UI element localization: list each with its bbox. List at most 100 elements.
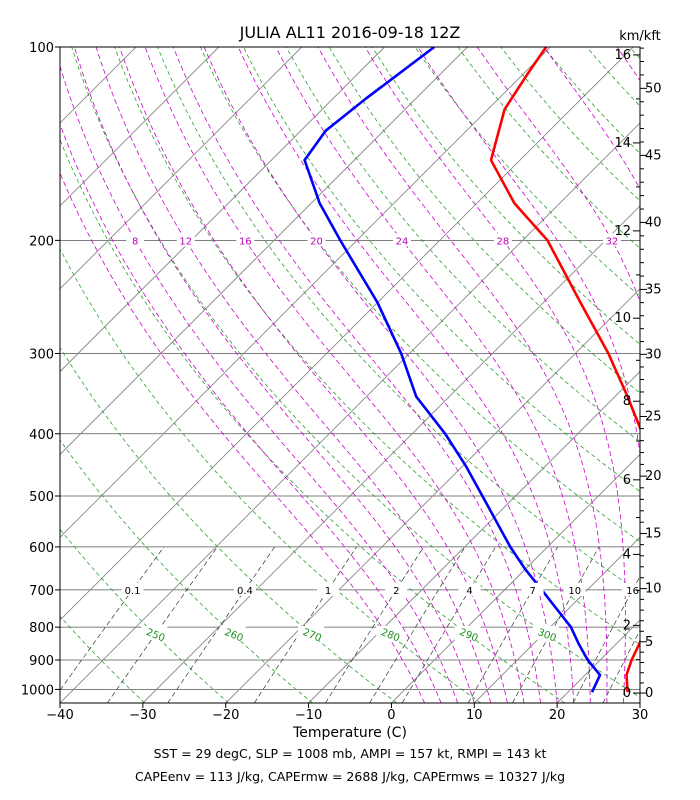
km-tick-label: 12 bbox=[614, 224, 631, 239]
dry-adiabat-line bbox=[60, 439, 313, 703]
moist-adiabat-line bbox=[95, 47, 492, 703]
pressure-tick-label: 300 bbox=[29, 347, 54, 362]
mixing-ratio-label: 1 bbox=[325, 586, 331, 597]
mixing-ratio-label: 7 bbox=[529, 586, 535, 597]
km-tick-label: 6 bbox=[623, 473, 631, 488]
km-tick-label: 14 bbox=[614, 136, 631, 151]
moist-adiabat-label: 28 bbox=[497, 236, 510, 247]
moist-adiabat-line bbox=[203, 47, 558, 703]
pressure-tick-label: 700 bbox=[29, 584, 54, 599]
km-tick-label: 16 bbox=[614, 48, 631, 63]
dry-adiabat-line bbox=[60, 615, 145, 703]
kft-tick-label: 20 bbox=[645, 469, 662, 484]
mixing-ratio-line bbox=[369, 546, 466, 703]
pressure-tick-label: 100 bbox=[29, 41, 54, 56]
km-tick-label: 2 bbox=[623, 618, 631, 633]
moist-adiabat-label-bg bbox=[236, 233, 255, 247]
kft-tick-label: 15 bbox=[645, 526, 662, 541]
pressure-tick-label: 500 bbox=[29, 490, 54, 505]
moist-adiabat-label-bg bbox=[393, 233, 412, 247]
plot-frame bbox=[59, 46, 641, 704]
mixing-ratio-label-bg bbox=[317, 582, 340, 596]
chart-title: JULIA AL11 2016-09-18 12Z bbox=[239, 23, 461, 42]
x-tick-label: 30 bbox=[632, 708, 649, 723]
moist-adiabat-label: 8 bbox=[132, 236, 138, 247]
dry-adiabat-line bbox=[586, 47, 640, 107]
pressure-axis-ticks: 100 200 300 400 500 600 700 800 900 1000 bbox=[21, 41, 60, 698]
footer-line-1: SST = 29 degC, SLP = 1008 mb, AMPI = 157… bbox=[154, 746, 547, 761]
pressure-tick-label: 400 bbox=[29, 428, 54, 443]
km-tick-label: 0 bbox=[623, 686, 631, 701]
isotherm-line bbox=[308, 370, 640, 703]
x-tick-label: −40 bbox=[46, 708, 73, 723]
kft-tick-label: 25 bbox=[645, 410, 662, 425]
dry-adiabat-label-bg bbox=[219, 626, 246, 641]
moist-adiabat-line bbox=[144, 47, 525, 703]
mixing-ratio-line bbox=[254, 546, 357, 703]
moist-adiabat-line bbox=[60, 172, 425, 703]
isotherm-line bbox=[391, 453, 640, 703]
kft-tick-label: 5 bbox=[645, 635, 653, 650]
mixing-ratio-line bbox=[325, 546, 424, 703]
x-tick-label: 10 bbox=[466, 708, 483, 723]
mixing-ratio-label: 2 bbox=[393, 586, 399, 597]
dewpoint-line bbox=[303, 47, 602, 693]
mixing-ratio-label: 16 bbox=[626, 586, 639, 597]
pressure-tick-label: 200 bbox=[29, 234, 54, 249]
dry-adiabat-line bbox=[60, 701, 61, 703]
mixing-ratio-label-bg bbox=[458, 582, 481, 596]
kft-tick-label: 35 bbox=[645, 282, 662, 297]
isotherm-line bbox=[60, 47, 551, 538]
dry-adiabat-label-bg bbox=[141, 626, 168, 641]
isotherm-line bbox=[60, 47, 385, 373]
x-axis-label: Temperature (C) bbox=[292, 725, 407, 741]
mixing-ratio-label-bg bbox=[621, 582, 644, 596]
mixing-ratio-label-bg bbox=[385, 582, 408, 596]
dry-adiabat-line bbox=[60, 528, 229, 703]
moist-adiabat-label: 32 bbox=[606, 236, 619, 247]
moist-adiabat-line bbox=[74, 47, 475, 703]
moist-adiabat-label: 24 bbox=[396, 236, 409, 247]
dry-adiabat-line bbox=[500, 47, 640, 202]
dry-adiabat-line bbox=[60, 346, 397, 703]
moist-adiabat-line bbox=[172, 47, 541, 703]
x-tick-label: 0 bbox=[387, 708, 395, 723]
pressure-tick-label: 800 bbox=[29, 621, 54, 636]
isotherm-line bbox=[60, 47, 634, 621]
kft-tick-label: 50 bbox=[645, 81, 662, 96]
km-tick-label: 10 bbox=[614, 311, 631, 326]
km-tick-label: 8 bbox=[623, 394, 631, 409]
isotherm-line bbox=[639, 702, 640, 703]
x-tick-label: 20 bbox=[549, 708, 566, 723]
mixing-ratio-label: 0.4 bbox=[237, 586, 253, 597]
temperature-line bbox=[489, 47, 640, 693]
dry-adiabat-label-bg bbox=[376, 626, 403, 641]
isobar-lines bbox=[60, 47, 640, 690]
dry-adiabat-label-bg bbox=[454, 626, 481, 641]
moist-adiabat-line bbox=[60, 64, 459, 703]
moist-adiabat-line bbox=[317, 47, 608, 703]
mixing-ratio-line bbox=[572, 575, 640, 703]
mixing-ratio-label-bg bbox=[563, 582, 586, 596]
moist-adiabat-label: 20 bbox=[310, 236, 323, 247]
isotherm-line bbox=[60, 47, 303, 290]
moist-adiabat-lines bbox=[60, 47, 640, 703]
dry-adiabat-label-bg bbox=[297, 626, 324, 641]
pressure-tick-label: 900 bbox=[29, 654, 54, 669]
dry-adiabat-lines bbox=[60, 47, 640, 703]
km-kft-label: km/kft bbox=[619, 29, 661, 44]
mixing-ratio-label: 0.1 bbox=[125, 586, 141, 597]
mixing-ratio-line bbox=[167, 546, 275, 703]
moist-adiabat-line bbox=[364, 47, 626, 703]
isotherm-line bbox=[60, 122, 640, 703]
moist-adiabat-label: 16 bbox=[239, 236, 252, 247]
x-tick-label: −10 bbox=[295, 708, 322, 723]
moist-adiabat-label-bg bbox=[493, 233, 512, 247]
dry-adiabat-line bbox=[285, 47, 640, 443]
moist-adiabat-line bbox=[275, 47, 591, 703]
x-axis-ticks: −40 −30 −20 −10 0 10 20 30 bbox=[46, 703, 648, 723]
mixing-ratio-label: 4 bbox=[466, 586, 472, 597]
moist-adiabat-label-bg bbox=[307, 233, 326, 247]
kft-tick-label: 0 bbox=[645, 686, 653, 701]
